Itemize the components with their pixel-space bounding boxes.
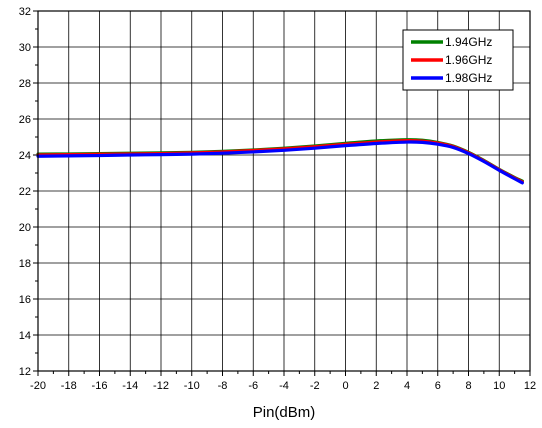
legend-label: 1.96GHz <box>445 53 492 67</box>
x-tick-label: 6 <box>435 380 441 392</box>
series-line-1.98GHz <box>36 140 524 185</box>
x-tick-label: -10 <box>184 380 200 392</box>
x-tick-label: -14 <box>122 380 138 392</box>
x-tick-label: 0 <box>342 380 348 392</box>
x-tick-label: 10 <box>493 380 505 392</box>
y-tick-label: 26 <box>19 114 31 126</box>
x-tick-label: -16 <box>92 380 108 392</box>
y-tick-label: 24 <box>19 150 31 162</box>
y-tick-label: 12 <box>19 366 31 378</box>
y-tick-label: 20 <box>19 222 31 234</box>
y-axis-tick-labels: 12 14 16 18 20 22 24 26 28 30 32 <box>19 6 31 378</box>
y-tick-label: 22 <box>19 186 31 198</box>
axis-ticks <box>33 10 531 376</box>
x-tick-label: -8 <box>218 380 228 392</box>
y-tick-label: 32 <box>19 6 31 18</box>
x-tick-label: 2 <box>373 380 379 392</box>
x-tick-label: -2 <box>310 380 320 392</box>
x-tick-label: 8 <box>465 380 471 392</box>
y-tick-label: 18 <box>19 258 31 270</box>
y-tick-label: 16 <box>19 294 31 306</box>
y-tick-label: 14 <box>19 330 31 342</box>
y-tick-label: 30 <box>19 42 31 54</box>
x-tick-label: 4 <box>404 380 410 392</box>
legend-label: 1.98GHz <box>445 71 492 85</box>
x-tick-label: -18 <box>61 380 77 392</box>
x-tick-label: -12 <box>153 380 169 392</box>
y-tick-label: 28 <box>19 78 31 90</box>
x-tick-label: -6 <box>248 380 258 392</box>
x-axis-tick-labels: -20 -18 -16 -14 -12 -10 -8 -6 -4 -2 0 2 4 6 8 10 12 <box>30 380 536 392</box>
x-tick-label: 12 <box>524 380 536 392</box>
legend: 1.94GHz 1.96GHz 1.98GHz <box>402 29 514 91</box>
legend-label: 1.94GHz <box>445 35 492 49</box>
x-tick-label: -4 <box>279 380 289 392</box>
x-axis-title: Pin(dBm) <box>253 404 316 421</box>
series-lines <box>36 138 524 185</box>
x-tick-label: -20 <box>30 380 46 392</box>
